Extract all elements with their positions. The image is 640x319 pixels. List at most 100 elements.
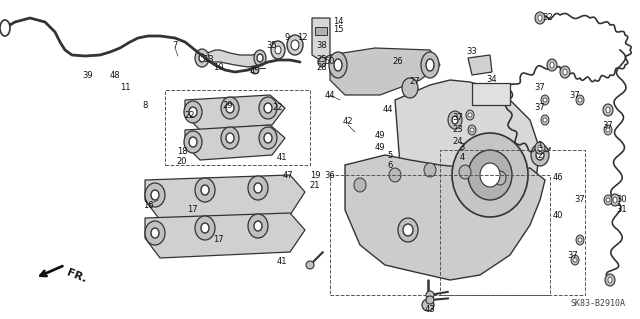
Ellipse shape: [145, 183, 165, 207]
Text: 17: 17: [187, 205, 197, 214]
Ellipse shape: [259, 127, 277, 149]
Ellipse shape: [571, 255, 579, 265]
Ellipse shape: [578, 98, 582, 102]
Ellipse shape: [306, 261, 314, 269]
Text: FR.: FR.: [65, 268, 88, 285]
Ellipse shape: [291, 40, 299, 50]
Ellipse shape: [603, 104, 613, 116]
Ellipse shape: [184, 131, 202, 153]
Polygon shape: [345, 155, 545, 280]
Text: 40: 40: [553, 211, 563, 219]
Ellipse shape: [452, 116, 458, 124]
Text: 43: 43: [425, 306, 435, 315]
Ellipse shape: [248, 214, 268, 238]
Bar: [330, 175, 550, 295]
Ellipse shape: [452, 133, 528, 217]
Polygon shape: [395, 80, 540, 270]
Ellipse shape: [606, 107, 610, 113]
Text: 22: 22: [273, 103, 284, 113]
Ellipse shape: [550, 62, 554, 68]
Ellipse shape: [576, 95, 584, 105]
Ellipse shape: [541, 95, 549, 105]
Text: 49: 49: [375, 130, 385, 139]
Ellipse shape: [151, 190, 159, 200]
Text: 12: 12: [297, 33, 307, 42]
Ellipse shape: [494, 171, 506, 185]
Text: 33: 33: [467, 48, 477, 56]
Text: 38: 38: [317, 41, 328, 49]
Ellipse shape: [189, 137, 197, 147]
Ellipse shape: [0, 20, 10, 36]
Text: 24: 24: [452, 137, 463, 146]
Ellipse shape: [468, 113, 472, 117]
Ellipse shape: [543, 118, 547, 122]
Ellipse shape: [480, 163, 500, 187]
Text: 46: 46: [553, 174, 563, 182]
Bar: [440, 150, 585, 295]
Text: 20: 20: [177, 158, 188, 167]
Ellipse shape: [402, 78, 418, 98]
Ellipse shape: [424, 163, 436, 177]
Ellipse shape: [606, 128, 610, 132]
Ellipse shape: [421, 52, 439, 78]
Ellipse shape: [257, 54, 263, 62]
Text: 1: 1: [538, 140, 543, 150]
Text: 37: 37: [452, 114, 463, 122]
Ellipse shape: [264, 133, 272, 143]
Text: 36: 36: [324, 170, 335, 180]
Ellipse shape: [221, 127, 239, 149]
Text: 15: 15: [333, 26, 343, 34]
Ellipse shape: [459, 165, 471, 179]
Text: 31: 31: [617, 205, 627, 214]
Text: 23: 23: [452, 125, 463, 135]
Text: 39: 39: [83, 70, 93, 79]
Ellipse shape: [275, 46, 281, 54]
Ellipse shape: [318, 57, 326, 67]
Text: 42: 42: [343, 117, 353, 127]
Text: 18: 18: [177, 147, 188, 157]
Ellipse shape: [189, 107, 197, 117]
Ellipse shape: [573, 258, 577, 262]
Ellipse shape: [606, 198, 610, 202]
Text: 49: 49: [375, 144, 385, 152]
Ellipse shape: [254, 50, 266, 66]
Text: 41: 41: [276, 257, 287, 266]
Ellipse shape: [538, 15, 542, 21]
Ellipse shape: [426, 59, 434, 71]
Text: 10: 10: [212, 63, 223, 72]
Text: 13: 13: [203, 56, 213, 64]
Bar: [165, 90, 310, 165]
Ellipse shape: [468, 125, 476, 135]
Text: 19: 19: [310, 170, 320, 180]
Ellipse shape: [287, 35, 303, 55]
Ellipse shape: [259, 97, 277, 119]
Polygon shape: [468, 55, 492, 75]
Text: 32: 32: [543, 13, 554, 23]
Ellipse shape: [576, 235, 584, 245]
Text: 9: 9: [284, 33, 290, 42]
Ellipse shape: [201, 185, 209, 195]
Ellipse shape: [610, 194, 620, 206]
Text: 37: 37: [534, 103, 545, 113]
Ellipse shape: [535, 12, 545, 24]
Text: 5: 5: [387, 151, 392, 160]
Text: 50: 50: [324, 57, 335, 66]
Ellipse shape: [613, 197, 617, 203]
Ellipse shape: [470, 128, 474, 132]
Text: 47: 47: [283, 170, 293, 180]
Ellipse shape: [195, 216, 215, 240]
Text: 2: 2: [538, 151, 543, 160]
Ellipse shape: [248, 176, 268, 200]
Ellipse shape: [535, 142, 545, 154]
Ellipse shape: [543, 98, 547, 102]
Ellipse shape: [184, 101, 202, 123]
Ellipse shape: [254, 183, 262, 193]
Ellipse shape: [578, 238, 582, 242]
Polygon shape: [145, 175, 305, 220]
Text: 6: 6: [387, 160, 393, 169]
Text: 37: 37: [568, 250, 579, 259]
Text: 34: 34: [486, 76, 497, 85]
Ellipse shape: [226, 133, 234, 143]
Polygon shape: [185, 125, 285, 160]
Ellipse shape: [531, 144, 549, 166]
